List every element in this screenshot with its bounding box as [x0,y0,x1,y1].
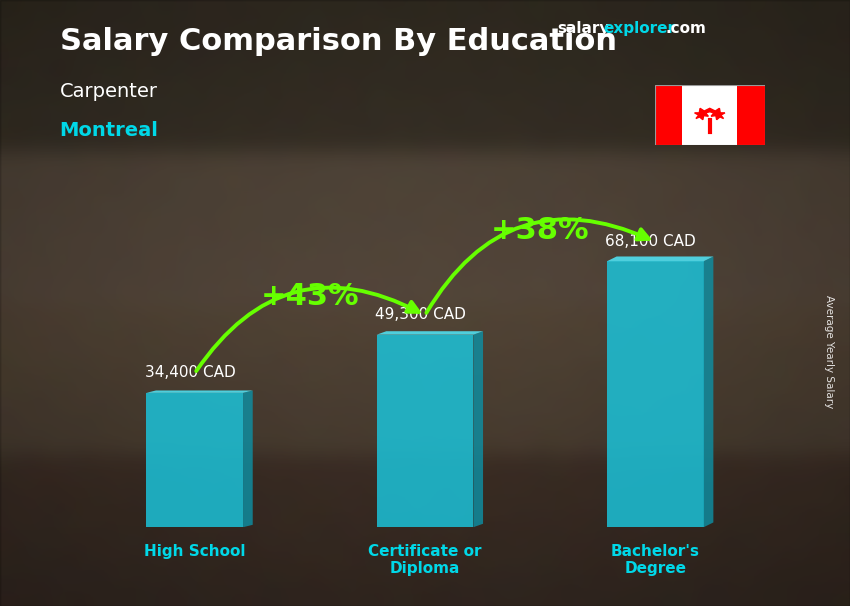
Text: Carpenter: Carpenter [60,82,157,101]
Text: Montreal: Montreal [60,121,158,140]
Polygon shape [377,331,483,335]
Text: 68,100 CAD: 68,100 CAD [605,234,696,249]
Bar [737,85,765,145]
Text: explorer: explorer [604,21,676,36]
Polygon shape [243,390,252,527]
Text: +43%: +43% [261,282,360,311]
Text: 49,300 CAD: 49,300 CAD [375,307,466,322]
Polygon shape [473,331,483,527]
Bar [654,85,682,145]
Text: .com: .com [666,21,706,36]
Text: +38%: +38% [490,216,589,245]
Polygon shape [607,256,713,261]
Text: salary: salary [557,21,609,36]
Polygon shape [704,256,713,527]
Polygon shape [146,393,243,527]
Polygon shape [694,108,725,120]
Text: Average Yearly Salary: Average Yearly Salary [824,295,834,408]
Text: 34,400 CAD: 34,400 CAD [144,365,235,381]
Polygon shape [146,390,252,393]
Polygon shape [607,261,704,527]
Text: Salary Comparison By Education: Salary Comparison By Education [60,27,616,56]
Polygon shape [377,335,473,527]
